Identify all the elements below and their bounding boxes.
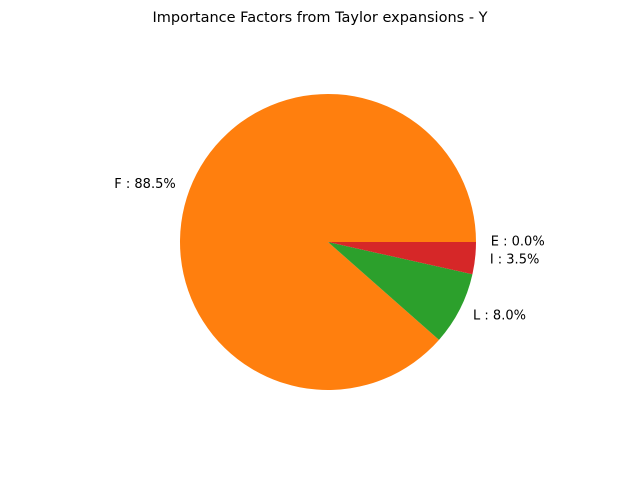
pie-slice-f xyxy=(180,94,477,391)
pie-label-e: E : 0.0% xyxy=(491,235,545,250)
pie-slices xyxy=(180,94,477,391)
pie-label-l: L : 8.0% xyxy=(473,308,526,323)
pie-label-i: I : 3.5% xyxy=(490,252,540,267)
pie-label-f: F : 88.5% xyxy=(114,177,175,192)
pie-slice-l xyxy=(328,242,473,340)
pie-labels: E : 0.0% F : 88.5% L : 8.0% I : 3.5% xyxy=(114,177,544,323)
pie-slice-i xyxy=(328,242,476,275)
chart-title: Importance Factors from Taylor expansion… xyxy=(152,10,487,26)
